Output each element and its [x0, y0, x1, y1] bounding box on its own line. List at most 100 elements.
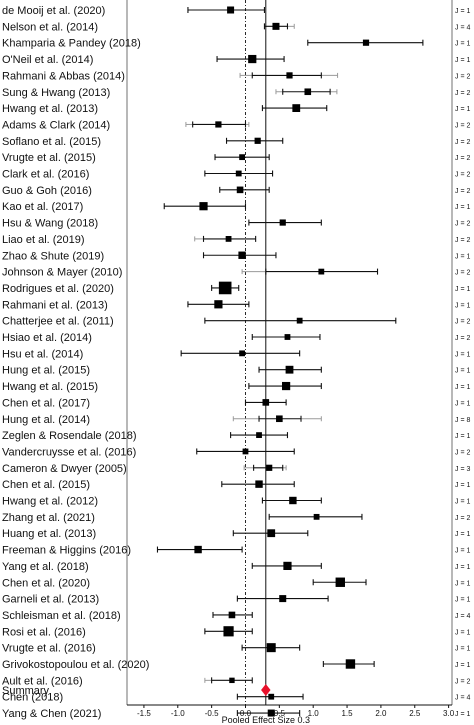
j-count: J = 2 — [455, 237, 470, 244]
j-count: J = 1 — [455, 711, 470, 718]
effect-marker — [236, 186, 244, 194]
study-row: Zeglen & Rosendale (2018) J = 1 — [2, 430, 470, 442]
study-row: Hsu & Wang (2018) J = 2 — [2, 218, 470, 230]
study-label: Rahmani & Abbas (2014) — [2, 70, 125, 82]
effect-marker — [215, 121, 222, 128]
study-label: Rodrigues et al. (2020) — [2, 283, 114, 295]
effect-marker — [268, 693, 275, 700]
j-count: J = 4 — [455, 613, 470, 620]
study-row: Yang & Chen (2021) J = 1 — [2, 708, 470, 720]
study-rows: de Mooij et al. (2020) J = 1 Nelson et al.… — [2, 5, 470, 720]
study-label: Vandercruysse et al. (2016) — [2, 446, 136, 458]
study-row: Chatterjee et al. (2011) J = 2 — [2, 316, 470, 328]
study-label: Chen et al. (2015) — [2, 479, 90, 491]
study-label: Zhao & Shute (2019) — [2, 250, 104, 262]
j-count: J = 1 — [455, 646, 470, 653]
study-row: Garneli et al. (2013) J = 1 — [2, 594, 470, 606]
j-count: J = 1 — [455, 253, 470, 260]
effect-marker — [254, 137, 261, 144]
effect-marker — [335, 577, 345, 587]
effect-marker — [235, 170, 242, 177]
x-tick-label: -0.5 — [205, 709, 219, 718]
study-row: Clark et al. (2016) J = 2 — [2, 169, 470, 181]
study-row: Ault et al. (2016) J = 2 — [2, 675, 470, 687]
summary-row: Summary — [2, 684, 271, 697]
study-row: Rosi et al. (2016) J = 1 — [2, 626, 470, 638]
study-row: Vrugte et al. (2016) J = 1 — [2, 643, 470, 655]
study-label: Hwang et al. (2013) — [2, 103, 98, 115]
study-row: Hung et al. (2014) J = 8 — [2, 414, 470, 426]
study-row: Johnson & Mayer (2010) J = 2 — [2, 267, 470, 279]
study-label: Johnson & Mayer (2010) — [2, 267, 122, 279]
study-row: Adams & Clark (2014) J = 2 — [2, 119, 470, 131]
j-count: J = 2 — [455, 319, 470, 326]
effect-marker — [276, 415, 283, 423]
study-label: Garneli et al. (2013) — [2, 594, 99, 606]
effect-marker — [286, 72, 293, 79]
study-label: Khamparia & Pandey (2018) — [2, 38, 141, 50]
j-count: J = 1 — [455, 106, 470, 113]
study-row: O'Neil et al. (2014) J = 1 — [2, 54, 470, 66]
j-count: J = 1 — [455, 482, 470, 489]
j-count: J = 2 — [455, 139, 470, 146]
j-count: J = 1 — [455, 580, 470, 587]
study-row: Vandercruysse et al. (2016) J = 2 — [2, 446, 470, 458]
study-row: Khamparia & Pandey (2018) J = 1 — [2, 38, 470, 50]
j-count: J = 1 — [455, 597, 470, 604]
effect-marker — [318, 268, 325, 275]
study-label: Sung & Hwang (2013) — [2, 87, 110, 99]
effect-marker — [239, 350, 246, 357]
study-label: Freeman & Higgins (2016) — [2, 545, 131, 557]
study-row: Zhang et al. (2021) J = 2 — [2, 512, 470, 524]
effect-marker — [229, 677, 235, 684]
j-count: J = 2 — [455, 73, 470, 80]
study-row: Guo & Goh (2016) J = 2 — [2, 185, 470, 197]
study-label: Clark et al. (2016) — [2, 169, 89, 181]
j-count: J = 2 — [455, 678, 470, 685]
study-row: Chen et al. (2017) J = 1 — [2, 397, 470, 409]
study-label: Zeglen & Rosendale (2018) — [2, 430, 137, 442]
effect-marker — [223, 626, 234, 637]
effect-marker — [313, 513, 320, 520]
study-label: Vrugte et al. (2015) — [2, 152, 96, 164]
study-row: Soflano et al. (2015) J = 2 — [2, 136, 470, 148]
effect-marker — [292, 104, 301, 112]
j-count: J = 2 — [455, 335, 470, 342]
j-count: J = 8 — [455, 417, 470, 424]
study-row: Nelson et al. (2014) J = 4 — [2, 21, 470, 33]
study-row: Chen (2018) J = 4 — [2, 692, 470, 704]
study-row: Rahmani et al. (2013) J = 1 — [2, 299, 470, 311]
effect-marker — [262, 399, 270, 406]
j-count: J = 4 — [455, 695, 470, 702]
study-label: Chen (2018) — [2, 692, 63, 704]
study-row: Chen et al. (2020) J = 1 — [2, 577, 470, 589]
x-tick-label: -1.0 — [171, 709, 185, 718]
x-axis-title: Pooled Effect Size 0.3 — [222, 715, 310, 725]
j-count: J = 2 — [455, 90, 470, 97]
effect-marker — [266, 464, 273, 471]
study-label: Zhang et al. (2021) — [2, 512, 95, 524]
study-row: Hsu et al. (2014) J = 1 — [2, 348, 470, 360]
effect-marker — [238, 251, 246, 259]
effect-marker — [283, 561, 292, 570]
study-label: Ault et al. (2016) — [2, 675, 83, 687]
j-count: J = 1 — [455, 499, 470, 506]
x-tick-label: 2.5 — [409, 709, 421, 718]
effect-marker — [282, 381, 291, 391]
study-label: Cameron & Dwyer (2005) — [2, 463, 127, 475]
study-label: Schleisman et al. (2018) — [2, 610, 121, 622]
study-row: Liao et al. (2019) J = 2 — [2, 234, 470, 246]
study-label: Yang & Chen (2021) — [2, 708, 101, 720]
study-label: Rosi et al. (2016) — [2, 626, 86, 638]
study-label: Hsiao et al. (2014) — [2, 332, 92, 344]
effect-marker — [304, 88, 312, 96]
study-label: Guo & Goh (2016) — [2, 185, 92, 197]
study-label: Hung et al. (2014) — [2, 414, 90, 426]
study-row: Hwang et al. (2015) J = 1 — [2, 381, 470, 393]
j-count: J = 2 — [455, 221, 470, 228]
effect-marker — [296, 317, 303, 324]
study-label: Adams & Clark (2014) — [2, 119, 110, 131]
study-row: Cameron & Dwyer (2005) J = 3 — [2, 463, 470, 475]
study-row: Hwang et al. (2013) J = 1 — [2, 103, 470, 115]
